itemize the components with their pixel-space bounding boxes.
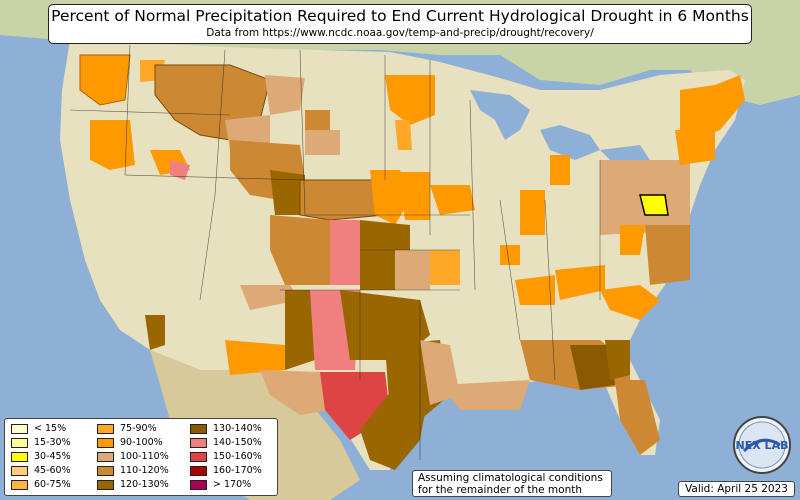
legend-item: 90-100% [97, 437, 163, 449]
legend-item: < 15% [11, 423, 66, 435]
legend-item: 45-60% [11, 465, 71, 477]
state-borders [69, 44, 601, 460]
valid-date: Valid: April 25 2023 [678, 481, 795, 497]
map-title: Percent of Normal Precipitation Required… [51, 7, 749, 25]
map-subtitle: Data from https://www.ncdc.noaa.gov/temp… [206, 27, 594, 39]
assumption-note: Assuming climatological conditions for t… [412, 470, 612, 497]
legend-item: 75-90% [97, 423, 157, 435]
note-line-1: Assuming climatological conditions [418, 472, 603, 484]
legend-item: > 170% [190, 479, 251, 491]
legend-item: 140-150% [190, 437, 262, 449]
legend-item: 110-120% [97, 465, 169, 477]
svg-text:NEX LAB: NEX LAB [736, 439, 789, 452]
legend-item: 120-130% [97, 479, 169, 491]
legend-item: 130-140% [190, 423, 262, 435]
legend-item: 60-75% [11, 479, 71, 491]
legend-item: 15-30% [11, 437, 71, 449]
legend-item: 150-160% [190, 451, 262, 463]
legend-item: 30-45% [11, 451, 71, 463]
drought-regions [79, 54, 745, 470]
legend-item: 160-170% [190, 465, 262, 477]
nexlab-logo: NEX LAB [733, 416, 791, 474]
great-lakes [470, 90, 650, 170]
legend: < 15% 15-30% 30-45% 45-60% 60-75% 75-90%… [4, 418, 278, 496]
note-line-2: for the remainder of the month [418, 484, 583, 496]
map-title-box: Percent of Normal Precipitation Required… [48, 4, 752, 44]
legend-item: 100-110% [97, 451, 169, 463]
